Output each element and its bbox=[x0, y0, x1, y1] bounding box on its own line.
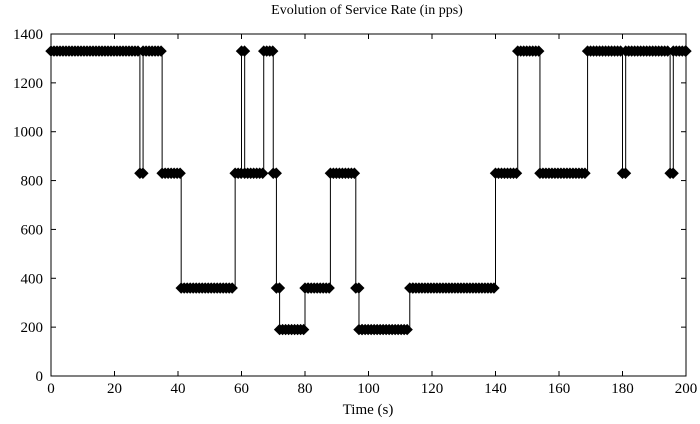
x-tick-label: 180 bbox=[611, 381, 634, 397]
series-line bbox=[51, 50, 686, 331]
x-tick-label: 200 bbox=[675, 381, 698, 397]
y-tick-label: 400 bbox=[21, 271, 44, 287]
data-point bbox=[297, 323, 310, 336]
data-point bbox=[401, 323, 413, 336]
level-segment bbox=[270, 282, 286, 294]
y-tick-label: 200 bbox=[21, 320, 44, 336]
level-segment bbox=[534, 167, 591, 179]
y-tick-label: 800 bbox=[21, 174, 44, 190]
y-tick-label: 600 bbox=[21, 222, 44, 238]
level-segment bbox=[512, 45, 545, 57]
level-segment bbox=[45, 45, 144, 57]
level-segment bbox=[619, 45, 674, 57]
data-point bbox=[270, 167, 282, 179]
level-segment bbox=[267, 167, 282, 179]
level-segment bbox=[489, 167, 523, 179]
data-point bbox=[488, 282, 500, 294]
data-point bbox=[155, 45, 167, 57]
level-segment bbox=[134, 167, 149, 179]
x-tick-label: 20 bbox=[107, 381, 122, 397]
data-point bbox=[579, 167, 591, 179]
data-point bbox=[348, 167, 361, 179]
level-segment bbox=[258, 45, 279, 57]
data-point bbox=[273, 282, 286, 294]
axis-ticks: 0 20 40 60 80 100 120 140 160 180 200 0 200 400 600 800… bbox=[13, 27, 697, 397]
series-layer bbox=[45, 45, 692, 336]
x-tick-label: 100 bbox=[357, 381, 380, 397]
x-tick-label: 40 bbox=[171, 381, 186, 397]
level-segment bbox=[407, 282, 500, 294]
x-tick-label: 80 bbox=[298, 381, 313, 397]
data-point bbox=[174, 167, 186, 179]
level-segment bbox=[581, 45, 627, 57]
chart-title: Evolution of Service Rate (in pps) bbox=[271, 3, 463, 18]
data-point bbox=[238, 45, 251, 57]
level-segment bbox=[356, 323, 413, 336]
level-segment bbox=[350, 282, 365, 294]
data-point bbox=[533, 45, 545, 57]
level-segment bbox=[664, 167, 679, 179]
data-point bbox=[353, 282, 365, 294]
level-segment bbox=[238, 167, 269, 179]
level-segment bbox=[324, 167, 361, 179]
x-tick-label: 0 bbox=[47, 381, 55, 397]
data-point bbox=[667, 167, 679, 179]
x-axis-label: Time (s) bbox=[343, 402, 394, 418]
level-segment bbox=[175, 282, 238, 294]
data-point bbox=[137, 167, 149, 179]
level-segment bbox=[616, 167, 632, 179]
x-tick-label: 60 bbox=[234, 381, 249, 397]
level-segment bbox=[235, 45, 251, 57]
y-tick-label: 0 bbox=[36, 369, 44, 385]
x-tick-label: 120 bbox=[421, 381, 444, 397]
data-point bbox=[267, 45, 279, 57]
data-point bbox=[510, 167, 523, 179]
y-tick-label: 1400 bbox=[13, 27, 43, 43]
data-point bbox=[323, 282, 335, 294]
level-segment bbox=[137, 45, 167, 57]
data-point bbox=[226, 282, 238, 294]
y-tick-label: 1200 bbox=[13, 76, 43, 92]
data-point bbox=[619, 167, 632, 179]
level-segment bbox=[156, 167, 186, 179]
level-segment bbox=[273, 323, 310, 336]
x-tick-label: 160 bbox=[548, 381, 571, 397]
data-point bbox=[680, 45, 692, 57]
y-tick-label: 1000 bbox=[13, 125, 43, 141]
level-segment bbox=[680, 45, 692, 57]
x-tick-label: 140 bbox=[484, 381, 507, 397]
level-segment bbox=[302, 282, 335, 294]
